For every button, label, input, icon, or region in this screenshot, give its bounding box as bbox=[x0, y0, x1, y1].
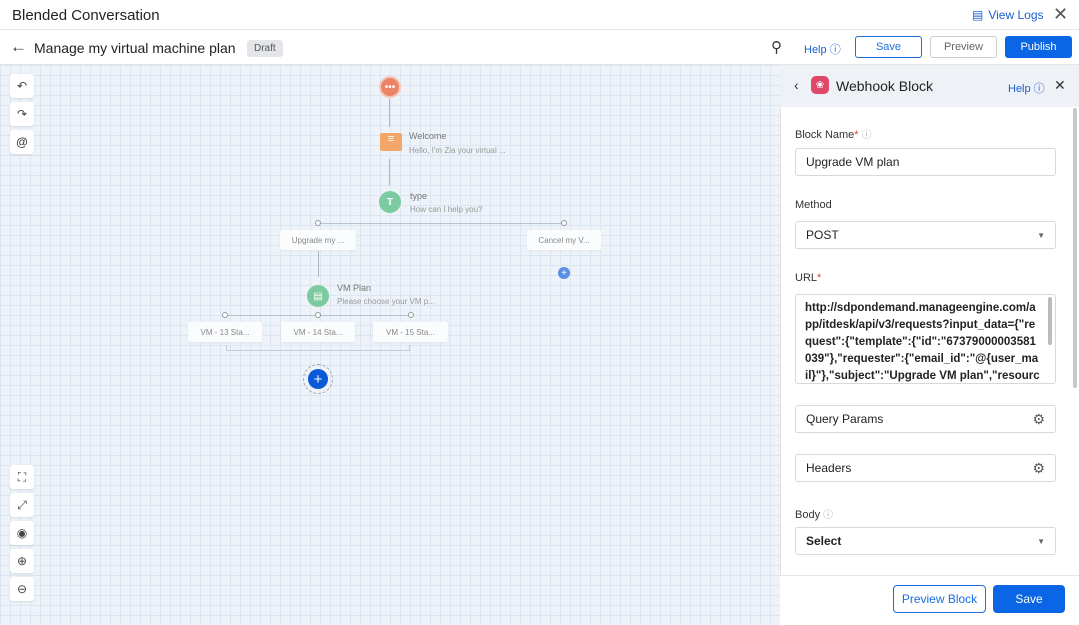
merge-line bbox=[226, 345, 410, 351]
vm-plan-subtitle: Please choose your VM p... bbox=[337, 297, 435, 306]
caret-down-icon: ▼ bbox=[1037, 536, 1045, 546]
vm-plan-title: VM Plan bbox=[337, 283, 372, 293]
preview-button[interactable]: Preview bbox=[930, 36, 997, 58]
block-name-input[interactable] bbox=[795, 148, 1056, 176]
url-scrollbar[interactable] bbox=[1048, 297, 1052, 345]
method-select[interactable]: POST ▼ bbox=[795, 221, 1056, 249]
connector bbox=[389, 99, 390, 127]
headers-row[interactable]: Headers ⚙ bbox=[795, 454, 1056, 482]
add-icon[interactable]: + bbox=[558, 267, 570, 279]
option-upgrade[interactable]: Upgrade my ... bbox=[280, 230, 356, 250]
help-label: Help bbox=[804, 44, 827, 56]
panel-help-link[interactable]: Help ⓘ bbox=[1008, 83, 1045, 95]
type-subtitle: How can I help you? bbox=[410, 205, 483, 214]
gear-icon: ⚙ bbox=[1032, 459, 1045, 476]
connector bbox=[389, 159, 390, 185]
option-cancel[interactable]: Cancel my V... bbox=[527, 230, 601, 250]
add-block-button[interactable]: + bbox=[303, 364, 333, 394]
branch-dot bbox=[315, 312, 321, 318]
list-icon[interactable]: ▤ bbox=[307, 285, 329, 307]
text-input-icon[interactable]: T bbox=[379, 191, 401, 213]
panel-title: Webhook Block bbox=[836, 78, 934, 94]
save-button[interactable]: Save bbox=[855, 36, 922, 58]
vm-option[interactable]: VM - 14 Sta... bbox=[281, 322, 355, 342]
logs-icon: ▤ bbox=[972, 8, 984, 22]
back-arrow-icon[interactable]: ← bbox=[10, 37, 27, 56]
fullscreen-icon[interactable]: ⛶ bbox=[10, 465, 34, 489]
question-icon: ⓘ bbox=[829, 44, 841, 56]
start-bot-icon[interactable]: ••• bbox=[379, 76, 401, 98]
help-link[interactable]: Help ⓘ bbox=[804, 41, 841, 57]
title-bar bbox=[0, 0, 1079, 30]
redo-icon[interactable]: ↷ bbox=[10, 102, 34, 126]
vm-option[interactable]: VM - 15 Sta... bbox=[373, 322, 448, 342]
window-title: Blended Conversation bbox=[12, 7, 160, 24]
search-icon[interactable]: ⚲ bbox=[771, 39, 782, 56]
page-title: Manage my virtual machine plan bbox=[34, 40, 236, 56]
panel-header bbox=[780, 65, 1079, 107]
type-title: type bbox=[410, 191, 428, 201]
branch-dot bbox=[561, 220, 567, 226]
query-params-row[interactable]: Query Params ⚙ bbox=[795, 405, 1056, 433]
flow-canvas[interactable] bbox=[0, 65, 780, 625]
branch-line bbox=[318, 223, 564, 224]
gear-icon: ⚙ bbox=[1032, 410, 1045, 427]
branch-dot bbox=[222, 312, 228, 318]
welcome-subtitle: Hello, I'm Zia your virtual ... bbox=[409, 146, 506, 155]
body-select[interactable]: Select ▼ bbox=[795, 527, 1056, 555]
close-icon[interactable]: ✕ bbox=[1053, 4, 1069, 24]
view-logs-label: View Logs bbox=[988, 8, 1044, 22]
status-badge: Draft bbox=[247, 40, 283, 57]
preview-block-button[interactable]: Preview Block bbox=[893, 585, 986, 613]
welcome-title: Welcome bbox=[409, 131, 447, 141]
url-textarea[interactable]: http://sdpondemand.manageengine.com/app/… bbox=[795, 294, 1056, 384]
chevron-left-icon[interactable]: ‹ bbox=[794, 77, 799, 93]
method-label: Method bbox=[795, 199, 832, 211]
location-icon[interactable]: ◉ bbox=[10, 521, 34, 545]
undo-icon[interactable]: ↶ bbox=[10, 74, 34, 98]
caret-down-icon: ▼ bbox=[1037, 230, 1045, 240]
panel-save-button[interactable]: Save bbox=[993, 585, 1065, 613]
branch-dot bbox=[315, 220, 321, 226]
vm-option[interactable]: VM - 13 Sta... bbox=[188, 322, 262, 342]
view-logs-link[interactable]: ▤ View Logs bbox=[972, 8, 1044, 22]
message-icon[interactable]: ≡ bbox=[380, 133, 402, 151]
webhook-icon: ❀ bbox=[811, 76, 829, 94]
zoom-out-icon[interactable]: ⊖ bbox=[10, 577, 34, 601]
body-label: Body ⓘ bbox=[795, 509, 834, 521]
publish-button[interactable]: Publish bbox=[1005, 36, 1072, 58]
connector bbox=[318, 251, 319, 277]
zoom-in-icon[interactable]: ⊕ bbox=[10, 549, 34, 573]
fit-icon[interactable]: ⤢ bbox=[10, 493, 34, 517]
block-name-label: Block Name* ⓘ bbox=[795, 129, 872, 141]
url-label: URL* bbox=[795, 272, 822, 284]
mention-icon[interactable]: @ bbox=[10, 130, 34, 154]
branch-dot bbox=[408, 312, 414, 318]
scrollbar[interactable] bbox=[1073, 108, 1077, 388]
close-panel-icon[interactable]: ✕ bbox=[1054, 77, 1066, 93]
